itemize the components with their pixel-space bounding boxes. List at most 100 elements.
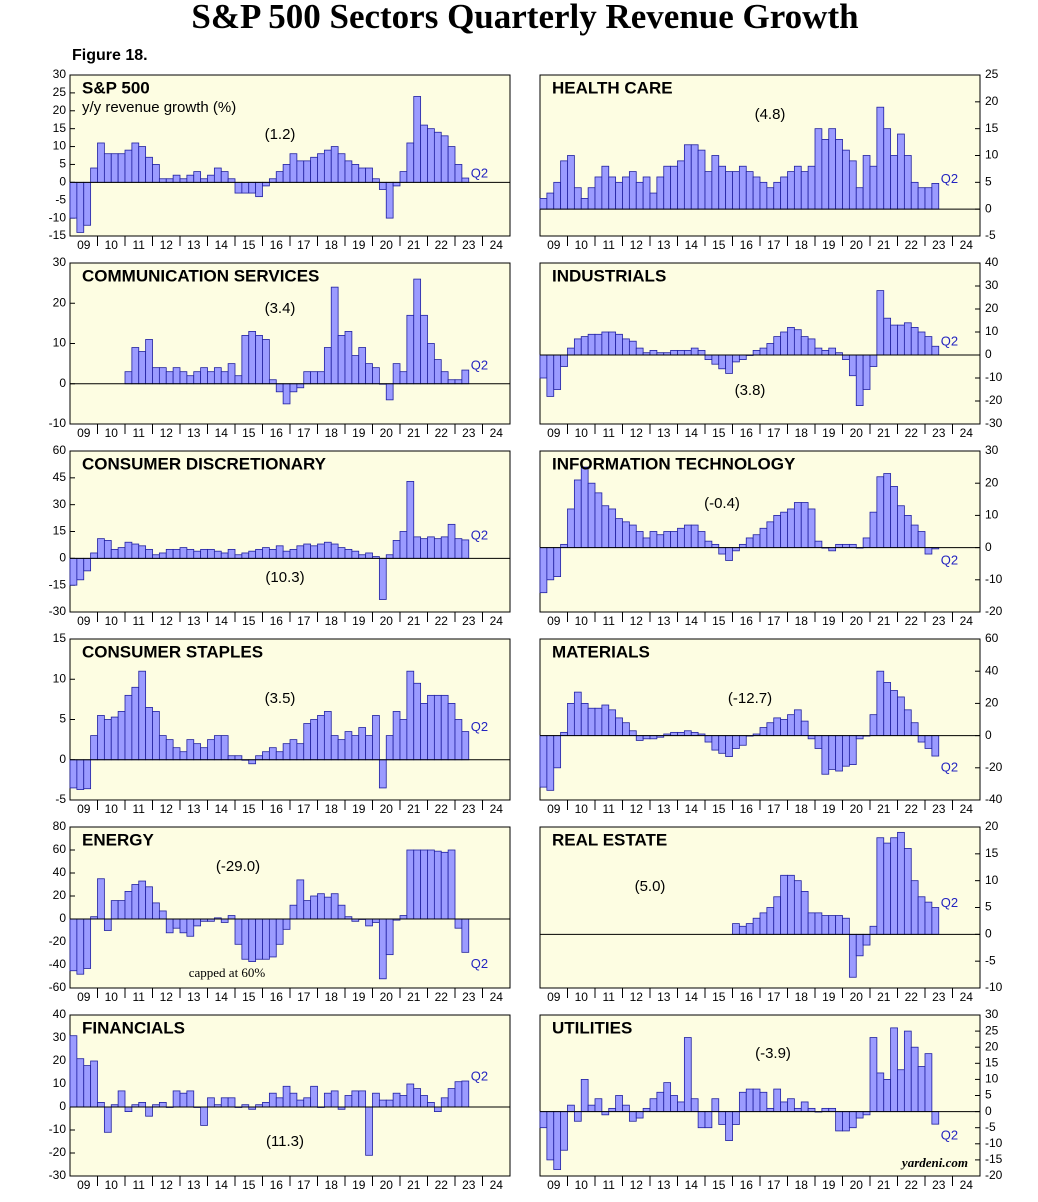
x-tick-label: 15 (712, 802, 726, 816)
x-tick-label: 19 (352, 238, 366, 252)
x-tick-label: 13 (657, 1178, 671, 1192)
y-tick-label: -15 (49, 228, 67, 242)
y-tick-label: -10 (49, 416, 67, 430)
bar (447, 523, 456, 559)
x-tick-label: 13 (187, 426, 201, 440)
bar (392, 181, 401, 187)
bar (69, 557, 78, 586)
bar (131, 543, 140, 559)
bar (83, 181, 92, 226)
x-tick-label: 13 (657, 990, 671, 1004)
bar (420, 314, 428, 385)
bar (594, 707, 603, 736)
x-tick-label: 16 (740, 802, 754, 816)
x-tick-label: 16 (270, 426, 284, 440)
bar (372, 178, 380, 183)
bar (917, 735, 926, 743)
bar (594, 1098, 603, 1112)
bar (635, 1111, 644, 1119)
bar (330, 543, 339, 559)
bar (200, 1106, 208, 1126)
x-tick-label: 14 (215, 238, 229, 252)
bar (172, 367, 181, 385)
y-tick-label: 45 (53, 470, 67, 484)
x-tick-label: 20 (850, 1178, 864, 1192)
x-tick-label: 14 (685, 238, 699, 252)
period-note: Q2 (471, 719, 488, 734)
bar (793, 502, 802, 548)
y-tick-label: 30 (985, 278, 999, 292)
bar (138, 146, 147, 183)
bar (869, 925, 878, 935)
bar (213, 167, 222, 183)
bar (317, 371, 325, 385)
bar (615, 333, 623, 356)
bar (179, 751, 188, 761)
bar (248, 331, 257, 385)
bar (317, 153, 325, 183)
bar (704, 171, 713, 210)
bar (683, 730, 692, 737)
bar (842, 354, 850, 360)
bar (848, 354, 857, 377)
bar (124, 149, 133, 183)
bar (110, 716, 119, 761)
bar (580, 198, 589, 210)
bar (97, 1102, 105, 1108)
x-tick-label: 17 (767, 802, 781, 816)
bar (454, 1081, 463, 1108)
bar (759, 1091, 768, 1113)
x-tick-label: 10 (105, 990, 119, 1004)
bar (917, 187, 926, 210)
value-note: (3.4) (265, 300, 296, 317)
x-tick-label: 12 (630, 426, 644, 440)
bar (406, 670, 415, 761)
bar (807, 338, 816, 356)
x-tick-label: 10 (575, 426, 589, 440)
bar (828, 128, 837, 210)
bar (172, 548, 181, 559)
bar (553, 735, 562, 769)
bar (262, 751, 270, 761)
bar (587, 187, 596, 210)
bar (580, 703, 589, 737)
bar (330, 146, 339, 183)
x-tick-label: 22 (905, 1178, 919, 1192)
y-tick-label: -15 (49, 577, 67, 591)
bar (392, 711, 401, 761)
bar (924, 901, 933, 935)
bar (793, 709, 802, 737)
bar (704, 540, 713, 548)
bar (924, 336, 933, 356)
bar (440, 1097, 449, 1108)
y-tick-label: 5 (59, 712, 66, 726)
x-tick-label: 16 (740, 990, 754, 1004)
bar (787, 1098, 795, 1112)
x-tick-label: 21 (877, 614, 891, 628)
bar (323, 711, 332, 761)
bar (807, 165, 816, 210)
bar (725, 1111, 733, 1141)
bar (76, 759, 85, 790)
bar (835, 1111, 843, 1132)
bar (814, 912, 823, 935)
bar (876, 106, 885, 210)
bar (766, 907, 775, 935)
bar (587, 1104, 596, 1113)
bar (296, 879, 305, 920)
bar (615, 717, 623, 737)
x-tick-label: 10 (575, 802, 589, 816)
y-tick-label: 60 (53, 443, 67, 457)
bar (282, 164, 291, 183)
bar (670, 349, 678, 356)
bar (97, 878, 105, 920)
bar (848, 735, 857, 765)
x-tick-label: 15 (712, 1178, 726, 1192)
x-tick-label: 09 (547, 990, 561, 1004)
bar (406, 142, 415, 183)
bar (158, 552, 167, 559)
bar (573, 187, 582, 210)
x-tick-label: 20 (850, 614, 864, 628)
bar (553, 547, 562, 577)
bar (848, 933, 857, 978)
